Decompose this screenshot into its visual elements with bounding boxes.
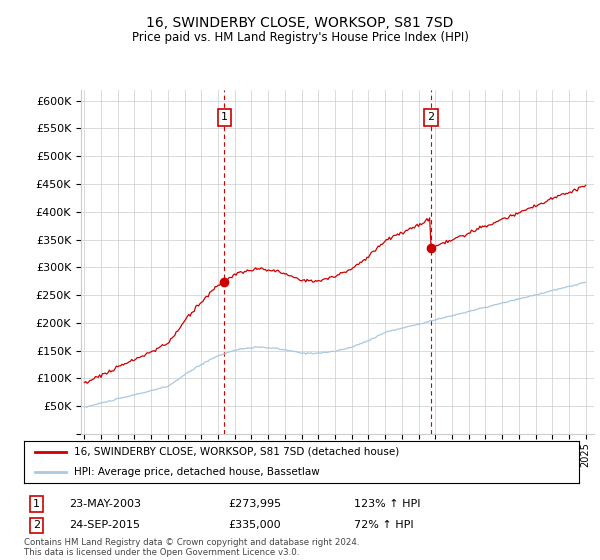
Text: 16, SWINDERBY CLOSE, WORKSOP, S81 7SD (detached house): 16, SWINDERBY CLOSE, WORKSOP, S81 7SD (d… [74, 447, 399, 456]
Text: £335,000: £335,000 [228, 520, 281, 530]
Text: 16, SWINDERBY CLOSE, WORKSOP, S81 7SD: 16, SWINDERBY CLOSE, WORKSOP, S81 7SD [146, 16, 454, 30]
Text: Contains HM Land Registry data © Crown copyright and database right 2024.
This d: Contains HM Land Registry data © Crown c… [24, 538, 359, 557]
Text: Price paid vs. HM Land Registry's House Price Index (HPI): Price paid vs. HM Land Registry's House … [131, 31, 469, 44]
Text: 123% ↑ HPI: 123% ↑ HPI [354, 499, 421, 509]
Text: 23-MAY-2003: 23-MAY-2003 [69, 499, 141, 509]
Text: 24-SEP-2015: 24-SEP-2015 [69, 520, 140, 530]
Text: 1: 1 [33, 499, 40, 509]
Text: 1: 1 [221, 113, 228, 123]
Text: 72% ↑ HPI: 72% ↑ HPI [354, 520, 413, 530]
Text: 2: 2 [427, 113, 434, 123]
Text: £273,995: £273,995 [228, 499, 281, 509]
Text: HPI: Average price, detached house, Bassetlaw: HPI: Average price, detached house, Bass… [74, 467, 320, 477]
Text: 2: 2 [33, 520, 40, 530]
